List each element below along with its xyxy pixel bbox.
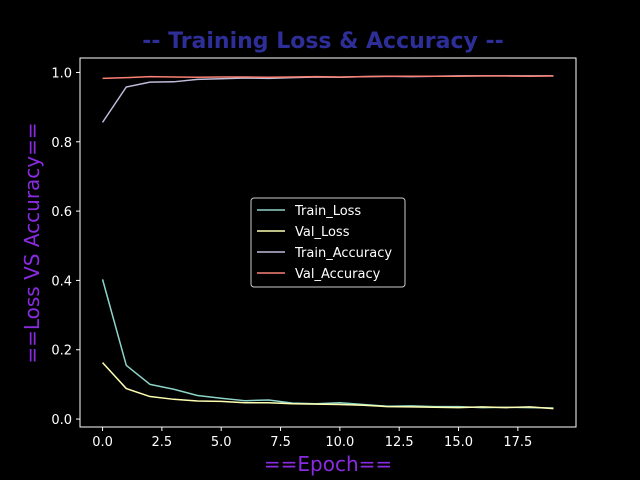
y-axis-ticks: 0.0 0.2 0.4 0.6 0.8 1.0 xyxy=(51,66,80,428)
x-tick-label: 2.5 xyxy=(152,435,173,450)
x-axis-label: ==Epoch== xyxy=(264,452,392,476)
y-tick-label: 0.2 xyxy=(51,344,72,359)
x-axis-ticks: 0.0 2.5 5.0 7.5 10.0 12.5 15.0 17.5 xyxy=(92,427,532,450)
legend: Train_Loss Val_Loss Train_Accuracy Val_Accu… xyxy=(250,197,406,288)
x-tick-label: 5.0 xyxy=(211,435,232,450)
legend-label: Val_Loss xyxy=(295,225,350,240)
series-line-val-accuracy xyxy=(102,75,554,80)
y-tick-label: 0.6 xyxy=(51,205,72,220)
y-tick-label: 0.8 xyxy=(51,136,72,151)
y-axis-label: ==Loss VS Accuracy== xyxy=(20,122,44,363)
legend-box xyxy=(250,197,406,288)
x-tick-label: 10.0 xyxy=(325,435,354,450)
legend-label: Val_Accuracy xyxy=(295,267,381,282)
legend-label: Train_Loss xyxy=(294,204,361,219)
x-tick-label: 15.0 xyxy=(444,435,473,450)
x-tick-label: 12.5 xyxy=(385,435,414,450)
x-tick-label: 7.5 xyxy=(270,435,291,450)
x-tick-label: 0.0 xyxy=(92,435,113,450)
y-tick-label: 0.4 xyxy=(51,274,72,289)
x-tick-label: 17.5 xyxy=(503,435,532,450)
y-tick-label: 1.0 xyxy=(51,66,72,81)
plot-area xyxy=(79,57,577,428)
chart-title: -- Training Loss & Accuracy -- xyxy=(142,29,504,54)
y-tick-label: 0.0 xyxy=(51,413,72,428)
legend-label: Train_Accuracy xyxy=(294,246,392,261)
series-lines xyxy=(101,75,554,410)
series-line-val-loss xyxy=(101,362,554,410)
